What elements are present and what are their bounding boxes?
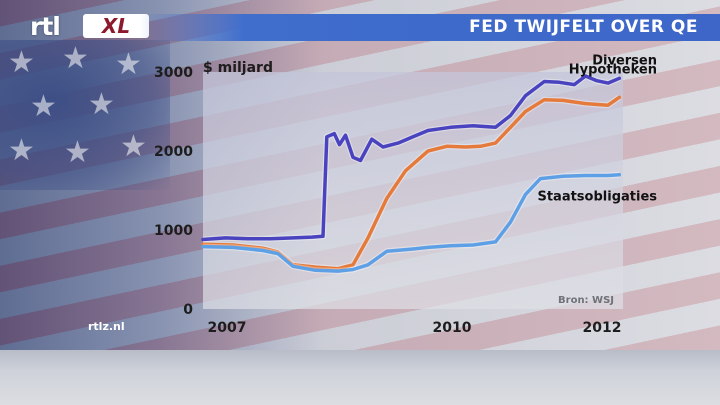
logo-xl-text: XL <box>101 14 131 38</box>
y-tick-label-1000: 1000 <box>154 223 193 239</box>
source-label: Bron: WSJ <box>558 295 614 306</box>
y-tick-label-3000: 3000 <box>154 65 193 81</box>
y-tick-label-0: 0 <box>183 302 193 318</box>
series-label-diversen: Diversen <box>592 53 657 68</box>
logo-rtl-text: rtl <box>30 12 61 41</box>
header-title: FED TWIJFELT OVER QE <box>469 17 698 37</box>
x-tick-label-2007: 2007 <box>208 320 247 336</box>
header-bar: FED TWIJFELT OVER QE <box>140 14 720 41</box>
x-tick-label-2010: 2010 <box>433 320 472 336</box>
y-axis-unit-label: $ miljard <box>203 60 273 76</box>
series-line-diversen <box>201 74 622 242</box>
bottom-band <box>0 350 720 405</box>
series-line-staatsobligaties <box>201 172 622 273</box>
site-label: rtlz.nl <box>88 320 125 333</box>
y-tick-label-2000: 2000 <box>154 144 193 160</box>
x-tick-label-2012: 2012 <box>583 320 622 336</box>
logo-xl-badge: XL <box>83 14 149 38</box>
plot-area <box>203 72 623 309</box>
flag-canton: ★ ★ ★ ★ ★ ★ ★ ★ <box>0 40 170 190</box>
series-label-hypotheken: Hypotheken <box>569 62 657 77</box>
series-label-staatsobligaties: Staatsobligaties <box>537 190 657 205</box>
